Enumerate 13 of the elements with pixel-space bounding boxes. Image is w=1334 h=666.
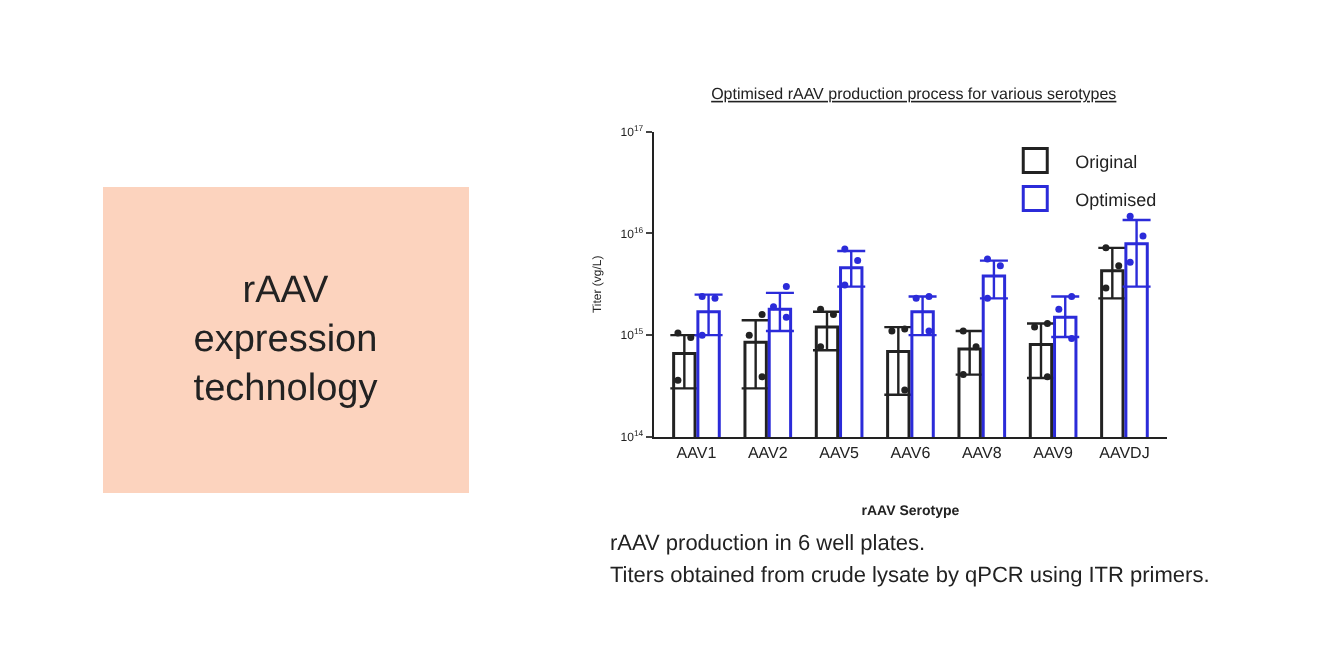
chart-title: Optimised rAAV production process for various serotypes (711, 84, 1117, 103)
x-tick-label: AAVDJ (1099, 444, 1150, 463)
text: rAAV production in 6 well plates. (610, 532, 926, 556)
x-tick-label: AAV1 (676, 444, 718, 463)
x-tick-label: AAV9 (1033, 444, 1075, 463)
legend-label: Optimised (1075, 189, 1157, 210)
x-tick-label: AAV6 (890, 444, 932, 463)
text: Titers obtained from crude lysate by qPCR using ITR primers. (610, 564, 1210, 588)
x-tick-label: AAV5 (819, 444, 861, 463)
x-tick-label: AAV2 (747, 444, 789, 463)
text: rAAV expression technology (193, 269, 379, 411)
x-tick-label: AAV8 (961, 444, 1003, 463)
legend-label: Original (1075, 151, 1138, 172)
